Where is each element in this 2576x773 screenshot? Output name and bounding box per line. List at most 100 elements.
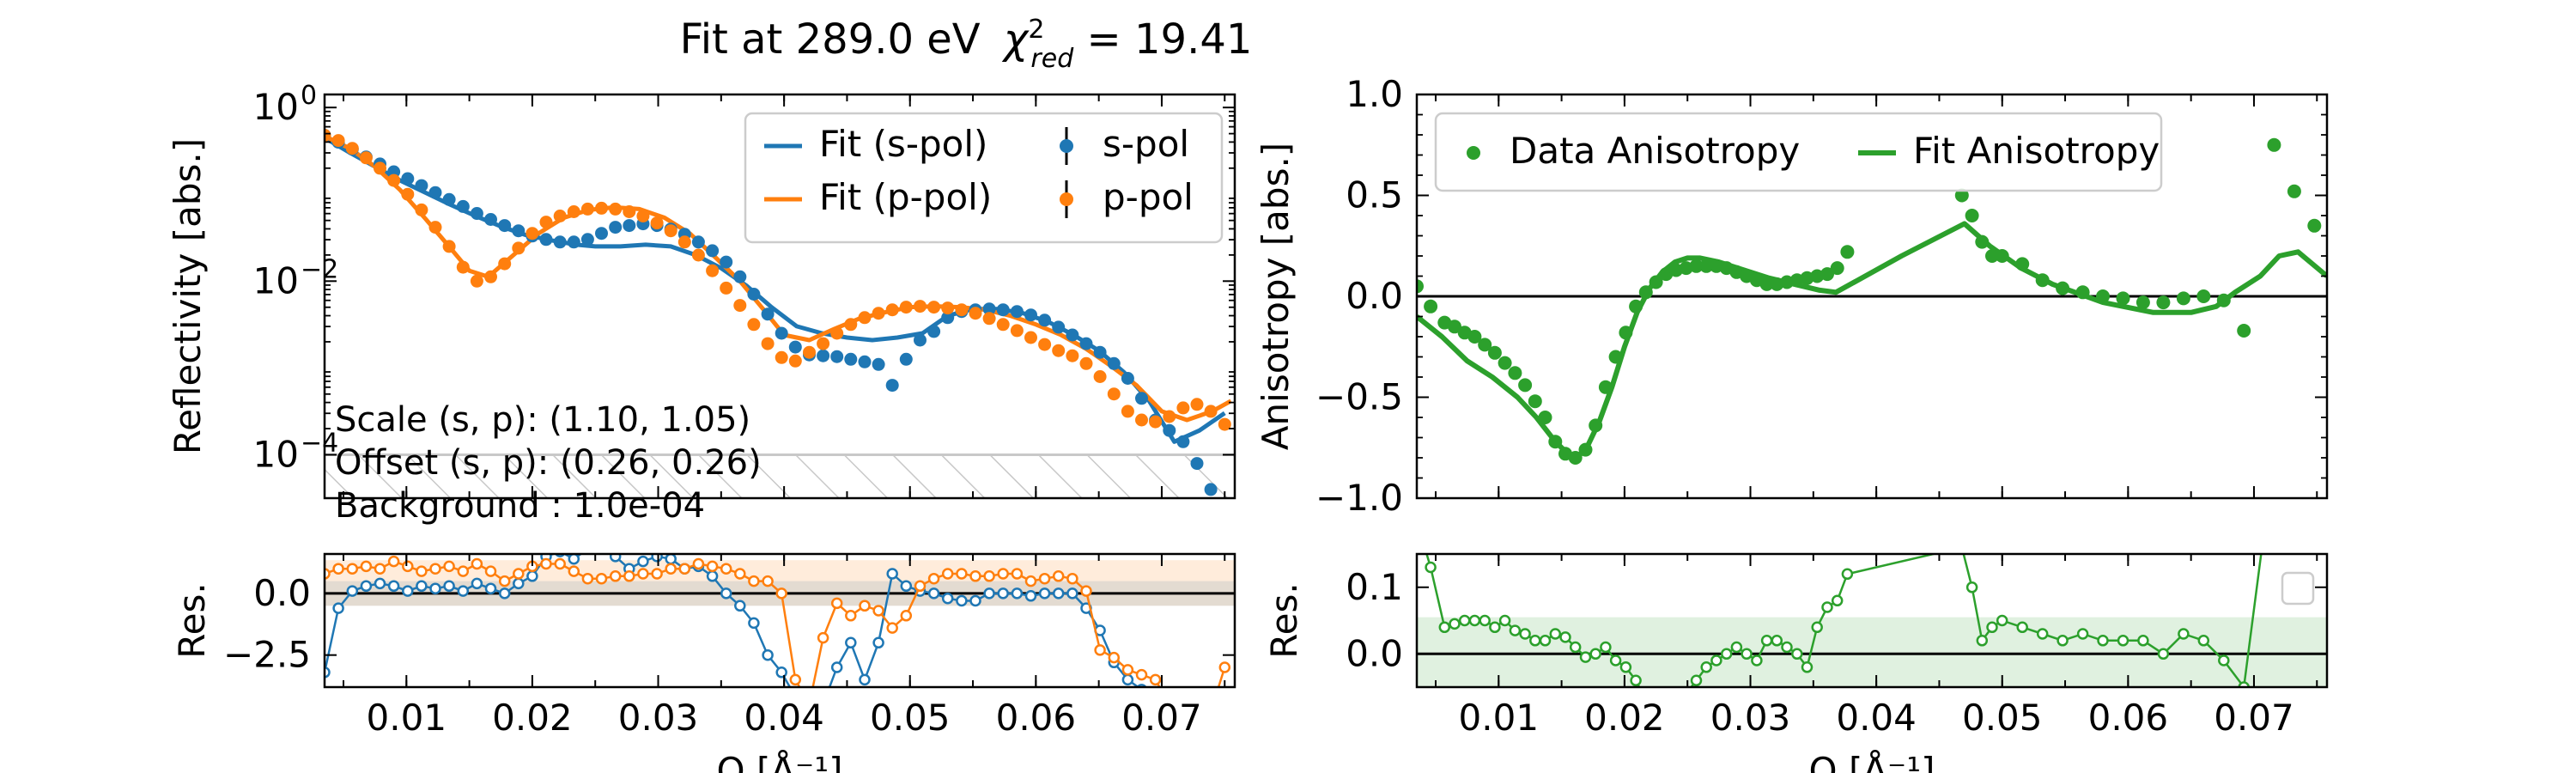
- y-axis-label: Res.: [171, 582, 213, 658]
- data-point-s: [484, 213, 497, 226]
- x-tick-label: 0.06: [996, 697, 1077, 739]
- data-anisotropy-point: [2056, 281, 2070, 295]
- residual-point: [1220, 712, 1230, 721]
- data-point-s: [733, 270, 747, 283]
- data-point-s: [872, 357, 885, 371]
- residual-point: [387, 580, 400, 593]
- residual-point: [1024, 590, 1037, 602]
- data-point-p: [691, 248, 705, 262]
- data-point-s: [1038, 313, 1052, 327]
- data-point-s: [788, 340, 802, 354]
- residual-point: [1751, 654, 1763, 666]
- data-point-s: [927, 325, 941, 338]
- residual-point: [775, 587, 787, 600]
- residual-point: [900, 610, 913, 622]
- residual-point: [1821, 601, 1833, 613]
- residual-point: [969, 570, 981, 582]
- legend-point-swatch: [1467, 146, 1480, 160]
- data-anisotropy-point: [2015, 257, 2030, 271]
- data-point-p: [580, 202, 594, 216]
- residual-point: [2289, 417, 2299, 426]
- residual-point: [817, 631, 829, 644]
- data-point-p: [996, 318, 1010, 332]
- data-anisotropy-point: [2096, 289, 2110, 303]
- residual-point: [1965, 581, 1978, 593]
- residual-point: [2097, 635, 2109, 647]
- residual-point: [900, 580, 913, 593]
- residual-point: [346, 563, 359, 575]
- data-anisotropy-point: [1629, 299, 1643, 313]
- data-point-p: [470, 274, 483, 288]
- data-point-p: [1176, 401, 1190, 415]
- residual-point: [941, 568, 954, 580]
- residual-point: [443, 580, 455, 593]
- data-point-p: [1038, 338, 1052, 351]
- data-point-p: [720, 281, 733, 295]
- residual-point: [526, 570, 538, 582]
- residual-point: [1498, 614, 1511, 627]
- residual-point: [429, 582, 441, 594]
- data-anisotropy-point: [1538, 411, 1552, 424]
- anisotropy-panel: 1.0 0.5 0.0 −0.5 −1.0 Anisotropy [abs.] Data A…: [1255, 73, 2329, 519]
- residual-point: [513, 568, 525, 580]
- data-point-p: [636, 210, 650, 222]
- residual-point: [1489, 621, 1501, 634]
- residual-point: [484, 582, 497, 594]
- y-tick-label: 0.0: [1346, 632, 1403, 674]
- data-point-p: [1093, 370, 1107, 383]
- data-point-s: [1121, 372, 1134, 385]
- data-point-p: [899, 301, 913, 314]
- background-region: [325, 454, 1235, 498]
- residual-point: [1569, 641, 1582, 654]
- residual-point: [859, 673, 871, 686]
- residual-point: [443, 560, 455, 573]
- data-point-p: [872, 307, 885, 320]
- data-point-p: [359, 151, 373, 165]
- residual-point: [1458, 614, 1471, 627]
- x-axis-label-left: Q [Å⁻¹]: [717, 749, 843, 773]
- anisotropy-residual-panel: 0.01 0.02 0.03 0.04 0.05 0.06 0.07 0.1 0.0 Res.: [1263, 417, 2329, 739]
- residual-point: [2218, 654, 2230, 666]
- data-point-p: [844, 318, 858, 332]
- data-point-p: [733, 299, 747, 313]
- data-point-s: [415, 179, 428, 192]
- data-point-p: [650, 216, 664, 230]
- data-point-s: [539, 233, 553, 247]
- x-tick-label: 0.05: [1962, 697, 2043, 739]
- residual-point: [720, 563, 732, 575]
- residual-point: [568, 565, 580, 577]
- residual-point: [1066, 587, 1078, 600]
- residual-point: [1479, 614, 1491, 627]
- data-anisotropy-point: [2136, 295, 2150, 310]
- data-point-p: [567, 205, 580, 218]
- residual-point: [1425, 561, 1437, 574]
- data-anisotropy-point: [1840, 245, 1855, 259]
- data-point-p: [817, 337, 830, 350]
- residual-point: [1413, 516, 1422, 526]
- data-point-s: [428, 186, 442, 199]
- residual-point: [609, 554, 622, 563]
- residual-point: [416, 580, 428, 593]
- residual-point: [2197, 635, 2210, 647]
- residual-point: [1791, 648, 1803, 660]
- residual-point: [325, 568, 331, 580]
- data-point-s: [747, 288, 761, 301]
- residual-point: [1986, 621, 1998, 634]
- data-anisotropy-point: [1417, 279, 1424, 294]
- residual-point: [927, 587, 940, 600]
- residual-point: [584, 554, 591, 556]
- data-point-p: [775, 350, 788, 364]
- data-point-p: [1107, 387, 1121, 401]
- data-point-s: [623, 219, 636, 233]
- residual-point: [983, 570, 995, 582]
- data-point-s: [899, 352, 913, 366]
- data-point-p: [1121, 405, 1134, 418]
- y-tick-label: 0.1: [1346, 566, 1403, 608]
- data-point-s: [1218, 518, 1231, 531]
- residual-point: [1690, 674, 1703, 687]
- data-point-p: [498, 257, 512, 271]
- residual-point: [692, 557, 705, 570]
- data-point-s: [553, 235, 567, 249]
- legend-label: Fit Anisotropy: [1913, 130, 2160, 172]
